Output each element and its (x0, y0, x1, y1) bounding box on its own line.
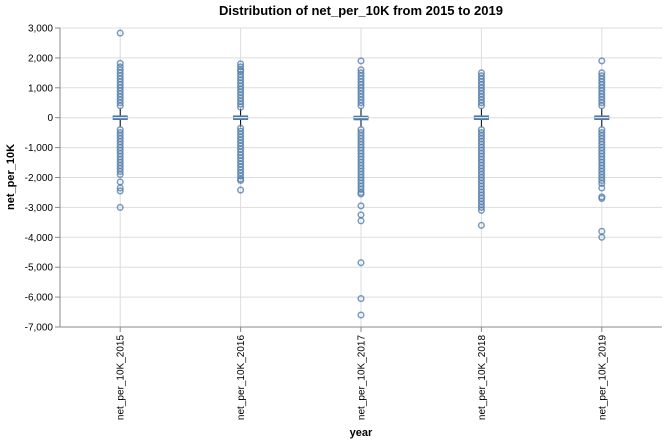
y-tick-label: 1,000 (28, 83, 53, 94)
outlier-point (116, 170, 124, 179)
outlier-point (598, 179, 606, 188)
outlier-point (237, 100, 245, 108)
outlier-point (357, 217, 365, 225)
outlier-point (116, 167, 124, 176)
outlier-point (357, 259, 365, 267)
x-tick-label: net_per_10K_2018 (477, 335, 488, 421)
y-tick-label: -2,000 (25, 173, 54, 184)
y-axis-title: net_per_10K (5, 144, 17, 210)
outlier-point (598, 194, 606, 202)
y-tick-label: -7,000 (25, 323, 54, 334)
outlier-point (357, 185, 365, 194)
outlier-point (237, 172, 245, 180)
outlier-point (598, 184, 606, 192)
box-marks (112, 29, 610, 319)
outlier-point (357, 57, 365, 65)
box-group (233, 60, 249, 194)
outlier-point (477, 102, 485, 110)
outlier-point (357, 311, 365, 319)
outlier-point (357, 99, 365, 107)
box-group (473, 69, 489, 229)
outlier-point (357, 102, 365, 110)
y-tick-label: -6,000 (25, 293, 54, 304)
outlier-point (477, 99, 485, 107)
y-tick-label: 2,000 (28, 53, 53, 64)
outlier-point (116, 203, 124, 211)
y-tick-label: -1,000 (25, 143, 54, 154)
y-tick-label: -3,000 (25, 203, 54, 214)
outlier-point (357, 190, 365, 198)
x-tick-label: net_per_10K_2019 (597, 335, 608, 421)
outlier-point (598, 99, 606, 107)
outlier-point (116, 29, 124, 37)
outlier-point (237, 103, 245, 111)
x-tick-label: net_per_10K_2015 (116, 335, 127, 421)
box-group (353, 57, 369, 319)
outlier-point (477, 206, 485, 214)
outlier-point (477, 203, 485, 211)
outlier-point (116, 184, 124, 192)
outlier-point (116, 102, 124, 110)
outlier-point (116, 59, 124, 67)
y-tick-label: -5,000 (25, 263, 54, 274)
x-axis: net_per_10K_2015 net_per_10K_2016 net_per_… (60, 326, 662, 421)
outlier-point (598, 176, 606, 185)
outlier-point (237, 176, 245, 185)
box-group (112, 29, 128, 211)
x-tick-label: net_per_10K_2017 (357, 335, 368, 421)
chart-title: Distribution of net_per_10K from 2015 to… (219, 3, 503, 18)
y-tick-label: 0 (47, 113, 53, 124)
outlier-point (237, 186, 245, 194)
outlier-point (598, 57, 606, 65)
outlier-point (357, 202, 365, 210)
outlier-point (598, 102, 606, 110)
x-axis-title: year (350, 427, 373, 439)
outlier-point (357, 295, 365, 303)
outlier-point (116, 99, 124, 107)
x-tick-label: net_per_10K_2016 (236, 335, 247, 421)
box-group (594, 57, 610, 241)
outlier-point (598, 233, 606, 241)
y-tick-label: -4,000 (25, 233, 54, 244)
outlier-point (477, 221, 485, 229)
outlier-point (116, 187, 124, 195)
y-axis: 3,000 2,000 1,000 0 -1,000 -2,000 -3,000 -4,000… (25, 24, 61, 334)
y-tick-label: 3,000 (28, 24, 53, 35)
outlier-point (237, 63, 245, 71)
